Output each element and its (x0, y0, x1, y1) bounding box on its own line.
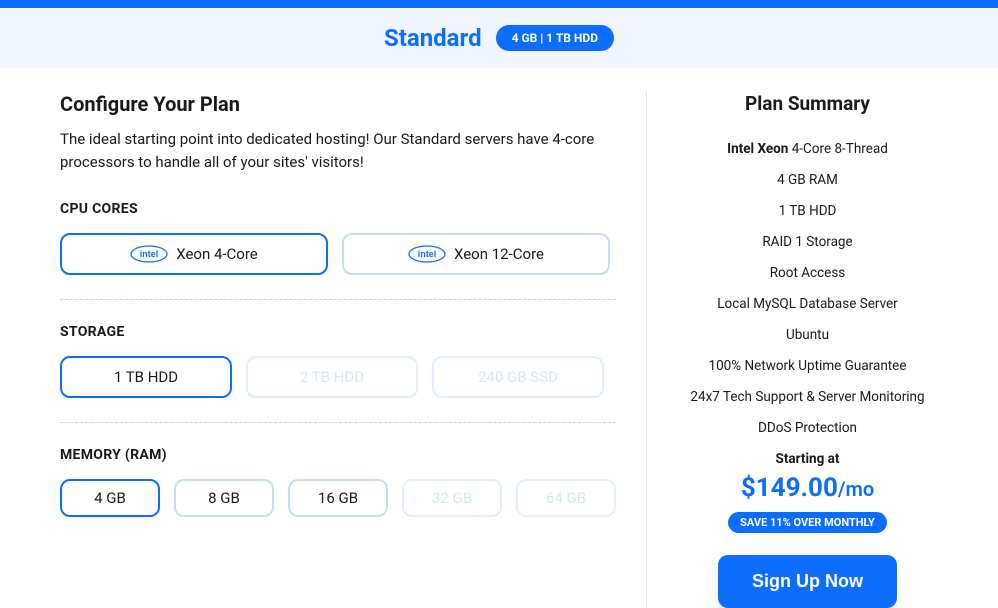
memory-option-4gb[interactable]: 4 GB (60, 479, 160, 517)
memory-option-32gb: 32 GB (402, 479, 502, 517)
memory-option-16gb-label: 16 GB (318, 489, 358, 507)
summary-line: DDoS Protection (677, 420, 938, 436)
price-per: /mo (838, 477, 874, 501)
summary-line: Local MySQL Database Server (677, 296, 938, 312)
memory-option-32gb-label: 32 GB (432, 489, 472, 507)
intel-logo-icon: intel (130, 245, 168, 263)
section-divider (60, 422, 616, 423)
storage-option-1tb-label: 1 TB HDD (114, 368, 178, 386)
plan-header-badge: 4 GB | 1 TB HDD (496, 25, 614, 51)
plan-header-title: Standard (384, 24, 482, 52)
storage-option-2tb-label: 2 TB HDD (300, 368, 364, 386)
summary-panel: Plan Summary Intel Xeon 4-Core 8-Thread … (646, 92, 938, 608)
top-accent-bar (0, 0, 998, 8)
starting-at-label: Starting at (677, 451, 938, 467)
summary-title: Plan Summary (677, 92, 938, 115)
storage-section-label: STORAGE (60, 324, 616, 340)
configure-panel: Configure Your Plan The ideal starting p… (60, 92, 646, 608)
cpu-option-4core-label: Xeon 4-Core (176, 245, 258, 263)
plan-header: Standard 4 GB | 1 TB HDD (0, 8, 998, 68)
memory-option-8gb-label: 8 GB (208, 489, 240, 507)
summary-line: RAID 1 Storage (677, 234, 938, 250)
memory-option-8gb[interactable]: 8 GB (174, 479, 274, 517)
cpu-option-12core[interactable]: intel Xeon 12-Core (342, 233, 610, 275)
storage-option-ssd: 240 GB SSD (432, 356, 604, 398)
section-divider (60, 299, 616, 300)
cpu-option-4core[interactable]: intel Xeon 4-Core (60, 233, 328, 275)
summary-line: 24x7 Tech Support & Server Monitoring (677, 389, 938, 405)
cpu-option-12core-label: Xeon 12-Core (454, 245, 544, 263)
configure-title: Configure Your Plan (60, 92, 616, 116)
memory-option-64gb-label: 64 GB (546, 489, 586, 507)
summary-line: 4 GB RAM (677, 172, 938, 188)
memory-option-64gb: 64 GB (516, 479, 616, 517)
summary-cpu-rest: 4-Core 8-Thread (788, 141, 887, 157)
memory-section-label: MEMORY (RAM) (60, 447, 616, 463)
memory-option-row: 4 GB 8 GB 16 GB 32 GB 64 GB (60, 479, 616, 517)
cpu-section-label: CPU CORES (60, 201, 616, 217)
content-area: Configure Your Plan The ideal starting p… (0, 68, 998, 608)
summary-line: Ubuntu (677, 327, 938, 343)
configure-description: The ideal starting point into dedicated … (60, 128, 616, 173)
price-amount: $149.00 (741, 473, 838, 503)
summary-line: 1 TB HDD (677, 203, 938, 219)
price: $149.00/mo (677, 473, 938, 503)
intel-logo-icon: intel (408, 245, 446, 263)
storage-option-ssd-label: 240 GB SSD (478, 368, 558, 386)
save-badge: SAVE 11% OVER MONTHLY (728, 512, 887, 533)
storage-option-2tb: 2 TB HDD (246, 356, 418, 398)
summary-cpu-line: Intel Xeon 4-Core 8-Thread (677, 141, 938, 157)
storage-option-row: 1 TB HDD 2 TB HDD 240 GB SSD (60, 356, 616, 398)
svg-text:intel: intel (418, 249, 437, 259)
storage-option-1tb[interactable]: 1 TB HDD (60, 356, 232, 398)
memory-option-4gb-label: 4 GB (94, 489, 126, 507)
summary-line: Root Access (677, 265, 938, 281)
summary-cpu-bold: Intel Xeon (727, 141, 788, 157)
cpu-option-row: intel Xeon 4-Core intel Xeon 12-Core (60, 233, 616, 275)
summary-line: 100% Network Uptime Guarantee (677, 358, 938, 374)
memory-option-16gb[interactable]: 16 GB (288, 479, 388, 517)
svg-text:intel: intel (140, 249, 159, 259)
signup-button[interactable]: Sign Up Now (718, 555, 897, 608)
